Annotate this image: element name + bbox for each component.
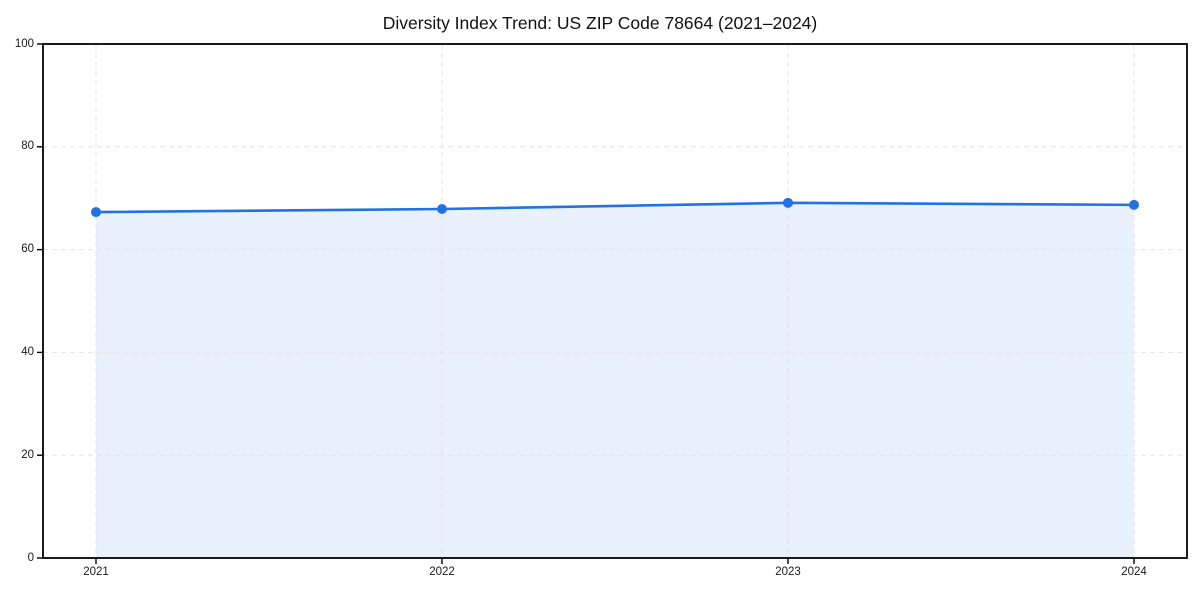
data-point-2024: [1129, 199, 1139, 210]
y-tick-label-20: 20: [21, 448, 34, 461]
area-fill: [96, 202, 1134, 559]
data-point-2023: [783, 197, 793, 208]
chart-title: Diversity Index Trend: US ZIP Code 78664…: [382, 13, 818, 33]
y-tick-label-80: 80: [21, 140, 34, 153]
y-tick-label-0: 0: [27, 551, 34, 564]
plot-border: [42, 43, 1188, 559]
plot-canvas: [37, 43, 1188, 564]
trend-line: [94, 201, 1136, 214]
y-tick-label-40: 40: [21, 345, 34, 358]
x-tick-label-2023: 2023: [775, 566, 801, 578]
data-point-2022: [437, 203, 447, 214]
x-tick-label-2022: 2022: [429, 566, 455, 578]
y-tick-label-60: 60: [21, 243, 34, 256]
y-tick-label-100: 100: [14, 37, 34, 50]
x-tick-label-2021: 2021: [83, 566, 109, 578]
plot-area: [37, 43, 1188, 564]
x-tick-label-2024: 2024: [1121, 566, 1147, 578]
data-point-2021: [91, 207, 101, 218]
